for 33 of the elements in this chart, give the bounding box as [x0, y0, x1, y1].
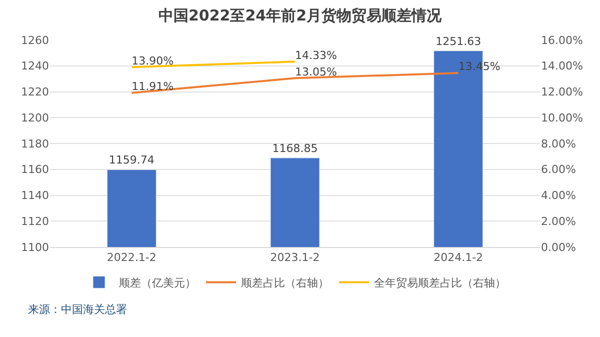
source-note: 来源：中国海关总署 [28, 303, 127, 316]
y2-tick-label: 16.00% [541, 34, 583, 47]
x-tick-label: 2022.1-2 [106, 251, 156, 264]
y-tick-label: 1180 [21, 137, 49, 150]
data-label: 1168.85 [272, 142, 318, 155]
legend-label: 全年贸易顺差占比（右轴） [374, 276, 506, 290]
data-label: 11.91% [132, 80, 174, 94]
chart-title: 中国2022至24年前2月货物贸易顺差情况 [158, 6, 443, 25]
data-label: 13.05% [295, 65, 337, 78]
y-tick-label: 1100 [21, 240, 49, 254]
y-tick-label: 1220 [21, 86, 49, 99]
data-label: 13.90% [132, 54, 174, 68]
y2-tick-label: 12.00% [541, 86, 583, 99]
x-tick-label: 2024.1-2 [434, 251, 484, 264]
y2-tick-label: 0.00% [541, 240, 576, 254]
y2-tick-label: 8.00% [541, 137, 576, 150]
data-label: 1159.74 [108, 154, 154, 167]
x-tick-label: 2023.1-2 [270, 251, 320, 264]
data-label: 14.33% [295, 48, 337, 62]
y2-tick-label: 14.00% [541, 60, 583, 73]
y-tick-label: 1200 [21, 111, 49, 124]
y2-tick-label: 6.00% [541, 163, 576, 176]
y-tick-label: 1120 [21, 214, 49, 228]
legend-label: 顺差占比（右轴） [241, 276, 329, 290]
y2-tick-label: 2.00% [541, 214, 576, 228]
y2-tick-label: 10.00% [541, 111, 583, 124]
data-label: 1251.63 [436, 34, 482, 48]
y-tick-label: 1160 [21, 163, 49, 176]
y-tick-label: 1260 [21, 34, 49, 47]
y-tick-label: 1240 [21, 60, 49, 73]
y-tick-label: 1140 [21, 189, 49, 202]
legend-label: 顺差（亿美元） [119, 276, 196, 290]
y2-tick-label: 4.00% [541, 189, 576, 202]
